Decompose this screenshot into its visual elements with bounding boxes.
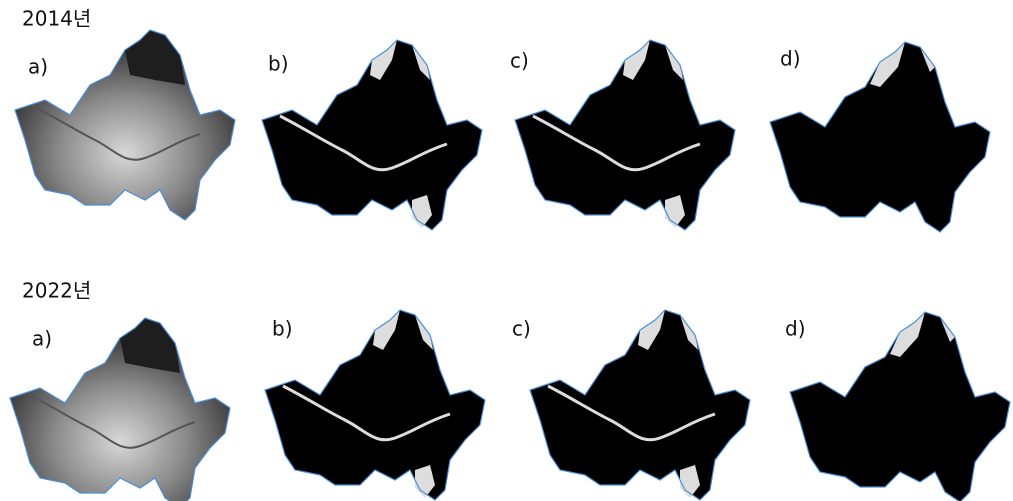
figure: 2014년 a) b) c) d) 2022년 a) b) c) d)	[0, 0, 1013, 501]
map-panel	[262, 40, 482, 230]
panel-label: a)	[28, 55, 48, 79]
panel-label: b)	[268, 52, 289, 76]
year-label: 2022년	[22, 279, 91, 303]
year-label: 2014년	[22, 7, 91, 31]
panel-label: c)	[512, 317, 531, 341]
map-panel	[770, 42, 990, 232]
map-panel	[530, 310, 750, 500]
panel-label: a)	[32, 327, 52, 351]
map-panel	[515, 40, 735, 230]
page: 2014년 a) b) c) d) 2022년 a) b) c) d) (() …	[0, 0, 1013, 501]
panel-label: c)	[510, 49, 529, 73]
panel-label: d)	[780, 47, 801, 71]
panel-label: d)	[785, 317, 806, 341]
map-panel	[265, 310, 485, 500]
panel-label: b)	[272, 317, 293, 341]
map-panel	[790, 312, 1010, 501]
